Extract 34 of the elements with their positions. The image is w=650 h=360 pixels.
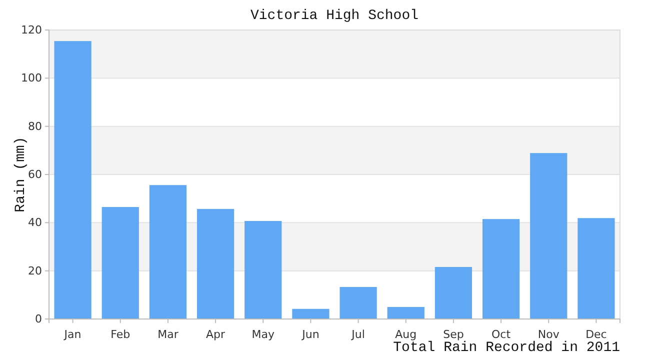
y-axis-title: Rain (mm)	[13, 136, 29, 212]
bar	[244, 220, 282, 319]
bar	[530, 153, 568, 319]
y-tick-label: 0	[35, 312, 42, 326]
y-tick-label: 20	[28, 264, 42, 278]
x-tick-label: Aug	[395, 328, 417, 342]
y-tick-label: 120	[21, 24, 42, 37]
bar	[292, 308, 330, 319]
x-tick-label: Jan	[63, 328, 82, 342]
y-tick-label: 100	[21, 72, 42, 85]
y-tick-label: 60	[28, 168, 42, 182]
x-tick-label: Dec	[586, 328, 607, 342]
x-tick-label: Nov	[538, 328, 560, 342]
bar	[482, 219, 520, 319]
chart-title: Victoria High School	[250, 8, 419, 24]
x-tick-label: Sep	[443, 328, 464, 342]
y-tick-label: 80	[28, 120, 42, 133]
bar	[387, 306, 424, 319]
x-tick-label: Apr	[206, 328, 226, 342]
bar	[102, 207, 139, 319]
x-tick-label: Jun	[301, 328, 320, 342]
bar	[196, 208, 234, 319]
bar	[340, 286, 377, 319]
x-tick-label: Feb	[110, 328, 130, 342]
x-tick-label: Mar	[158, 328, 179, 342]
x-tick-label: Jul	[350, 328, 365, 342]
bar	[434, 266, 472, 319]
x-axis-title: Total Rain Recorded in 2011	[393, 340, 620, 356]
y-tick-label: 40	[28, 216, 42, 230]
x-tick-label: May	[252, 328, 275, 342]
bar	[54, 41, 92, 319]
bar	[578, 218, 615, 319]
x-tick-label: Oct	[492, 328, 512, 342]
bar	[149, 185, 187, 319]
